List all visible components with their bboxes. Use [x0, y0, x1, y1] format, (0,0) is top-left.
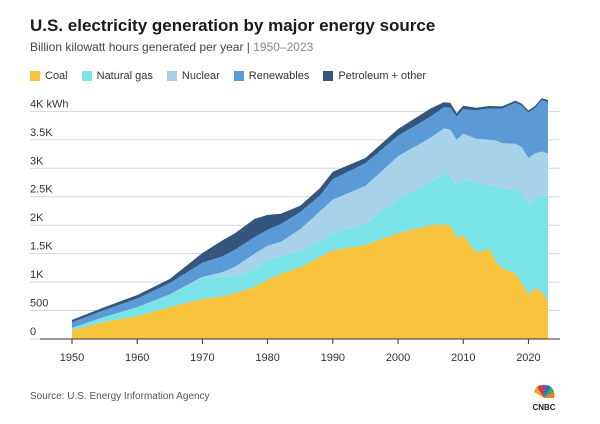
legend-item: Natural gas: [81, 70, 153, 82]
area-nuclear: [72, 128, 548, 328]
y-tick-label: 1K: [30, 269, 44, 281]
legend-label: Coal: [45, 70, 68, 82]
area-petroleum-other: [72, 98, 548, 323]
legend-swatch: [323, 71, 334, 81]
y-tick-label: 2K: [30, 212, 44, 224]
y-tick-label: 500: [30, 298, 48, 310]
y-tick-label: 0: [30, 326, 36, 338]
x-tick-label: 1980: [255, 352, 279, 364]
legend-swatch: [30, 71, 40, 81]
subtitle-main: Billion kilowatt hours generated per yea…: [30, 40, 254, 54]
x-tick-label: 1970: [190, 352, 214, 364]
legend-label: Renewables: [248, 70, 310, 82]
legend-item: Coal: [30, 70, 68, 82]
legend-item: Nuclear: [166, 70, 220, 82]
legend-swatch: [233, 71, 244, 81]
legend-label: Nuclear: [181, 70, 220, 82]
area-renewables: [72, 100, 548, 328]
x-tick-label: 1950: [60, 352, 84, 364]
area-natural-gas: [72, 174, 548, 331]
y-tick-label: 4K kWh: [30, 98, 69, 110]
y-tick-label: 1.5K: [30, 241, 53, 253]
legend-swatch: [81, 71, 92, 81]
legend: Coal Natural gas Nuclear Renewables Petroleu…: [30, 70, 426, 82]
x-tick-label: 2020: [516, 352, 540, 364]
cnbc-logo: CNBC: [532, 384, 556, 412]
legend-item: Renewables: [233, 70, 310, 82]
legend-label: Petroleum + other: [338, 70, 427, 82]
chart-title: U.S. electricity generation by major ene…: [30, 16, 436, 35]
chart-subtitle: Billion kilowatt hours generated per yea…: [30, 40, 313, 54]
y-tick-label: 2.5K: [30, 184, 53, 196]
legend-swatch: [166, 71, 177, 81]
y-tick-label: 3K: [30, 155, 44, 167]
x-tick-label: 1960: [125, 352, 149, 364]
legend-label: Natural gas: [96, 70, 153, 82]
cnbc-logo-text: CNBC: [532, 403, 555, 412]
x-tick-label: 2010: [451, 352, 475, 364]
legend-item: Petroleum + other: [323, 70, 426, 82]
subtitle-years: 1950–2023: [253, 40, 314, 54]
y-tick-label: 3.5K: [30, 127, 53, 139]
x-tick-label: 1990: [321, 352, 345, 364]
x-tick-label: 2000: [386, 352, 410, 364]
source-note: Source: U.S. Energy Information Agency: [30, 391, 210, 402]
area-coal: [72, 224, 548, 339]
